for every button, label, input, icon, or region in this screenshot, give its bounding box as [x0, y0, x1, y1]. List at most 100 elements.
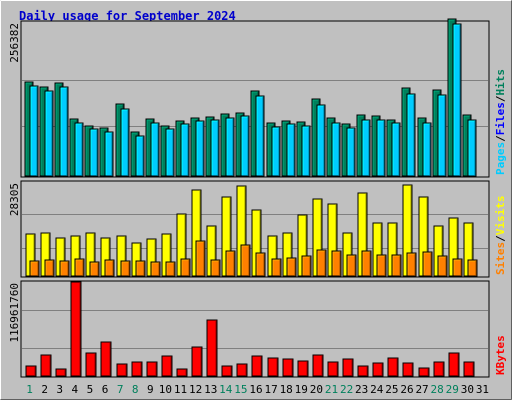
legend-files: Files — [494, 102, 507, 135]
bar-pages-day-17-fill — [271, 126, 281, 177]
bar-pages-day-7-fill — [120, 108, 130, 177]
bar-pages-day-5-fill — [89, 128, 99, 177]
bar-kbytes-day-1-fill — [25, 365, 37, 377]
bar-kbytes-day-20 — [312, 354, 324, 377]
bar-pages-day-30-fill — [467, 119, 477, 177]
bar-kbytes-day-18 — [282, 358, 294, 377]
bar-sites-day-2 — [44, 259, 55, 277]
bar-sites-day-27-fill — [422, 251, 433, 277]
max-value-label: 28305 — [8, 183, 21, 216]
max-value-label: 116961760 — [8, 283, 21, 343]
bar-sites-day-14 — [225, 250, 236, 277]
x-tick-day-30: 30 — [461, 383, 474, 396]
x-tick-day-13: 13 — [204, 383, 217, 396]
x-tick-day-31: 31 — [476, 383, 489, 396]
bar-kbytes-day-16 — [251, 355, 263, 377]
bar-pages-day-19 — [301, 125, 311, 177]
panel-legend: KBytes — [494, 335, 507, 375]
bar-sites-day-17 — [271, 258, 282, 277]
bar-pages-day-25 — [391, 122, 401, 177]
x-tick-day-18: 18 — [280, 383, 293, 396]
bar-pages-day-1-fill — [29, 85, 39, 177]
bar-sites-day-19-fill — [301, 255, 312, 277]
bar-pages-day-7 — [120, 108, 130, 177]
bar-pages-day-16-fill — [255, 95, 265, 177]
bar-kbytes-day-8 — [131, 361, 143, 377]
bar-kbytes-day-12-fill — [191, 346, 203, 377]
bar-kbytes-day-24 — [372, 362, 384, 377]
bar-sites-day-5-fill — [89, 261, 100, 277]
bar-pages-day-13 — [210, 119, 220, 177]
bar-pages-day-26-fill — [406, 93, 416, 177]
bar-sites-day-2-fill — [44, 259, 55, 277]
bar-kbytes-day-13-fill — [206, 319, 218, 377]
x-tick-day-2: 2 — [41, 383, 48, 396]
bar-sites-day-7-fill — [120, 260, 131, 277]
bar-pages-day-27-fill — [422, 122, 432, 177]
bar-pages-day-8 — [135, 135, 145, 177]
bar-pages-day-22-fill — [346, 127, 356, 177]
bar-pages-day-18-fill — [286, 123, 296, 177]
x-tick-day-10: 10 — [159, 383, 172, 396]
bar-pages-day-20 — [316, 104, 326, 177]
bar-sites-day-30 — [467, 259, 478, 277]
bar-sites-day-28 — [437, 255, 448, 277]
x-tick-day-6: 6 — [102, 383, 109, 396]
bar-sites-day-20 — [316, 249, 327, 277]
bar-kbytes-day-14-fill — [221, 365, 233, 377]
bar-sites-day-1 — [29, 260, 40, 277]
x-tick-day-26: 26 — [400, 383, 413, 396]
bar-kbytes-day-8-fill — [131, 361, 143, 377]
bar-pages-day-16 — [255, 95, 265, 177]
bar-pages-day-20-fill — [316, 104, 326, 177]
bar-sites-day-26 — [406, 252, 417, 277]
bar-pages-day-22 — [346, 127, 356, 177]
bar-kbytes-day-27-fill — [418, 367, 430, 377]
bar-pages-day-6-fill — [104, 131, 114, 177]
bar-pages-day-4-fill — [74, 122, 84, 177]
bar-sites-day-28-fill — [437, 255, 448, 277]
bar-pages-day-24-fill — [376, 119, 386, 177]
x-tick-day-16: 16 — [249, 383, 262, 396]
bar-sites-day-6 — [104, 259, 115, 277]
bar-kbytes-day-4-fill — [70, 281, 82, 377]
bar-pages-day-14-fill — [225, 117, 235, 177]
bar-sites-day-13 — [210, 259, 221, 277]
bar-sites-day-10-fill — [165, 261, 176, 277]
bar-sites-day-23 — [361, 250, 372, 277]
bar-kbytes-day-20-fill — [312, 354, 324, 377]
bar-sites-day-11 — [180, 258, 191, 277]
bar-pages-day-4 — [74, 122, 84, 177]
bar-pages-day-11-fill — [180, 123, 190, 177]
bar-pages-day-30 — [467, 119, 477, 177]
bar-sites-day-15 — [240, 244, 251, 277]
bar-kbytes-day-24-fill — [372, 362, 384, 377]
bar-kbytes-day-14 — [221, 365, 233, 377]
legend-kbytes: KBytes — [494, 335, 507, 375]
bar-kbytes-day-29 — [448, 352, 460, 377]
visits-sites-panel: 28305 Sites/Visits — [8, 180, 507, 278]
bar-sites-day-11-fill — [180, 258, 191, 277]
bar-kbytes-day-3-fill — [55, 368, 67, 377]
chart-title: Daily usage for September 2024 — [19, 9, 236, 23]
bar-sites-day-12 — [195, 240, 206, 277]
x-tick-day-17: 17 — [264, 383, 277, 396]
x-tick-day-20: 20 — [310, 383, 323, 396]
x-tick-day-5: 5 — [87, 383, 94, 396]
bar-pages-day-27 — [422, 122, 432, 177]
bar-kbytes-day-30-fill — [463, 361, 475, 377]
bar-kbytes-day-22 — [342, 358, 354, 377]
legend-pages: Pages — [494, 142, 507, 175]
bar-kbytes-day-25 — [387, 357, 399, 377]
legend-separator: / — [494, 95, 507, 102]
bar-kbytes-day-26-fill — [402, 362, 414, 377]
bar-kbytes-day-19 — [297, 360, 309, 377]
bar-pages-day-1 — [29, 85, 39, 177]
bar-sites-day-12-fill — [195, 240, 206, 277]
bar-pages-day-29-fill — [452, 23, 462, 177]
bar-kbytes-day-28-fill — [433, 361, 445, 377]
x-tick-day-23: 23 — [355, 383, 368, 396]
legend-sites: Sites — [494, 242, 507, 275]
bar-kbytes-day-27 — [418, 367, 430, 377]
